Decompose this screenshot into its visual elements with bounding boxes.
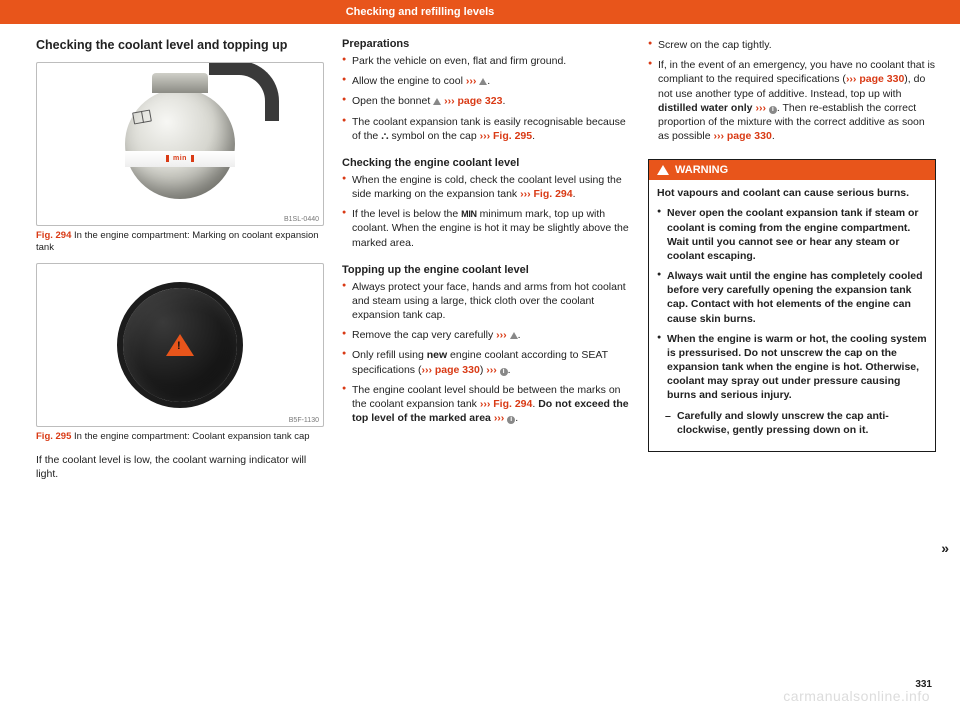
warning-subitem: Carefully and slowly unscrew the cap ant… [657, 409, 927, 437]
info-icon: i [769, 106, 777, 114]
warning-item: Never open the coolant expansion tank if… [657, 206, 927, 263]
warning-item: Always wait until the engine has complet… [657, 269, 927, 326]
list-item: The coolant expansion tank is easily rec… [342, 115, 630, 143]
warning-lead: Hot vapours and coolant can cause seriou… [657, 186, 927, 200]
continued-marker: » [941, 540, 949, 556]
figure-caption-text: In the engine compartment: Coolant expan… [71, 431, 309, 442]
warning-triangle-icon [657, 165, 669, 175]
list-item: Park the vehicle on even, flat and firm … [342, 54, 630, 68]
min-marking: min [166, 155, 194, 162]
content-columns: Checking the coolant level and topping u… [0, 24, 960, 676]
figure-ref: Fig. 295 [36, 431, 71, 442]
section-title: Checking and refilling levels [346, 6, 495, 18]
list-item: Only refill using new engine coolant acc… [342, 348, 630, 376]
page: Checking and refilling levels Checking t… [0, 0, 960, 708]
figure-caption-text: In the engine compartment: Marking on co… [36, 230, 319, 253]
figure-ref: Fig. 294 [36, 230, 71, 241]
figure-294-image: min B1SL-0440 [36, 62, 324, 226]
warning-body: Hot vapours and coolant can cause seriou… [649, 180, 935, 451]
subheading-topping: Topping up the engine coolant level [342, 264, 630, 276]
figure-code: B5F-1130 [289, 417, 319, 424]
page-number: 331 [915, 679, 932, 690]
column-2: Preparations Park the vehicle on even, f… [342, 38, 630, 676]
warning-item: When the engine is warm or hot, the cool… [657, 332, 927, 403]
column-3: Screw on the cap tightly. If, in the eve… [648, 38, 936, 676]
list-item: Open the bonnet ››› page 323. [342, 94, 630, 108]
section-header-bar: Checking and refilling levels [0, 0, 960, 24]
info-icon: i [507, 416, 515, 424]
subheading-preparations: Preparations [342, 38, 630, 50]
warning-heading: WARNING [649, 160, 935, 180]
list-item: Screw on the cap tightly. [648, 38, 936, 52]
manual-icon [132, 109, 152, 124]
column-1: Checking the coolant level and topping u… [36, 38, 324, 676]
subheading-checking: Checking the engine coolant level [342, 157, 630, 169]
hot-surface-icon [166, 334, 194, 356]
warning-label: WARNING [675, 164, 728, 176]
figure-294-caption: Fig. 294 In the engine compartment: Mark… [36, 230, 324, 254]
list-item: If the level is below the MIN minimum ma… [342, 207, 630, 250]
list-item: The engine coolant level should be betwe… [342, 383, 630, 426]
info-icon: i [500, 368, 508, 376]
warning-icon [479, 78, 487, 85]
coolant-tank-illustration: min [125, 89, 235, 199]
watermark: carmanualsonline.info [783, 688, 930, 704]
topic-heading: Checking the coolant level and topping u… [36, 38, 324, 54]
warning-box: WARNING Hot vapours and coolant can caus… [648, 159, 936, 452]
coolant-cap-illustration [123, 288, 237, 402]
list-item: Remove the cap very carefully ››› . [342, 328, 630, 342]
list-item: When the engine is cold, check the coola… [342, 173, 630, 201]
figure-295-caption: Fig. 295 In the engine compartment: Cool… [36, 431, 324, 443]
body-text: If the coolant level is low, the coolant… [36, 453, 324, 481]
warning-icon [510, 332, 518, 339]
list-item: Allow the engine to cool ››› . [342, 74, 630, 88]
list-item: Always protect your face, hands and arms… [342, 280, 630, 323]
figure-code: B1SL-0440 [284, 216, 319, 223]
warning-icon [433, 98, 441, 105]
figure-295-image: B5F-1130 [36, 263, 324, 427]
list-item: If, in the event of an emergency, you ha… [648, 58, 936, 143]
